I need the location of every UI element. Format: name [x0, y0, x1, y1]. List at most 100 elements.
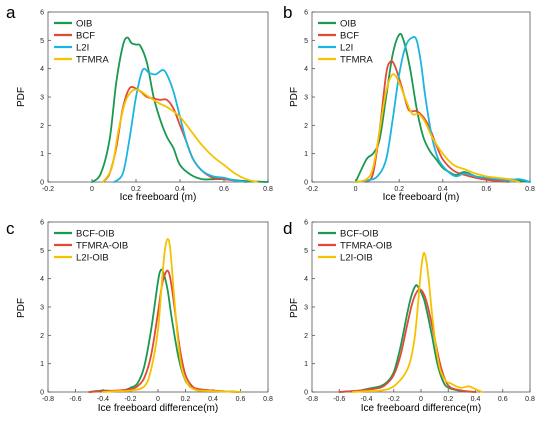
- legend-label: L2I-OIB: [340, 253, 373, 264]
- panel-d-xlabel: Ice freeboard difference(m): [361, 403, 481, 414]
- y-tick-label: 0: [304, 180, 308, 187]
- series-line-tfmra: [354, 73, 520, 183]
- panel-a: a PDF Ice freeboard (m) -0.2 0 0.2 0.4 0.6 0.…: [6, 3, 273, 203]
- y-tick-label: 4: [304, 276, 308, 283]
- y-tick-label: 4: [304, 66, 308, 73]
- series-line-l2i: [354, 35, 531, 183]
- x-tick-label: 0.2: [131, 186, 141, 193]
- x-tick-label: 0.2: [181, 396, 191, 403]
- y-tick-label: 4: [40, 66, 44, 73]
- legend-label: TFMRA: [76, 55, 109, 66]
- series-line-oib: [91, 36, 269, 183]
- series-line-bcf-oib: [338, 284, 477, 393]
- y-tick-label: 5: [304, 248, 308, 255]
- legend-label: L2I-OIB: [76, 253, 109, 264]
- legend-label: TFMRA-OIB: [76, 241, 128, 252]
- panel-c-letter: c: [6, 219, 15, 238]
- x-tick-label: 0.4: [471, 396, 481, 403]
- legend-label: L2I: [340, 43, 353, 54]
- y-tick-label: 4: [40, 276, 44, 283]
- panel-c-ylabel: PDF: [16, 298, 27, 318]
- x-tick-label: 0.4: [175, 186, 185, 193]
- y-tick-label: 0: [40, 390, 44, 397]
- x-tick-label: 0.4: [438, 186, 448, 193]
- x-tick-label: -0.2: [388, 396, 400, 403]
- y-tick-label: 5: [304, 38, 308, 45]
- y-tick-label: 0: [304, 390, 308, 397]
- legend-label: L2I: [76, 43, 89, 54]
- x-tick-label: 0: [156, 396, 160, 403]
- x-tick-label: 0.2: [443, 396, 453, 403]
- panel-b-ylabel: PDF: [289, 87, 300, 107]
- x-tick-label: -0.2: [124, 396, 136, 403]
- legend-label: BCF-OIB: [340, 229, 379, 240]
- panel-d-plot: -0.8 -0.6 -0.4 -0.2 0 0.2 0.4 0.6 0.8 0 1 2 3 4 5 6 BCF-…: [304, 220, 535, 404]
- legend-label: BCF-OIB: [76, 229, 115, 240]
- legend-label: OIB: [76, 19, 92, 30]
- x-tick-label: -0.8: [42, 396, 54, 403]
- series-line-bcf: [365, 60, 510, 183]
- legend-label: BCF: [76, 31, 95, 42]
- x-tick-label: 0: [90, 186, 94, 193]
- series-line-tfmra-oib: [88, 269, 242, 393]
- panel-c: c PDF Ice freeboard difference(m) -0.8 -0…: [6, 219, 273, 414]
- panel-a-xlabel: Ice freeboard (m): [120, 192, 197, 203]
- x-tick-label: -0.6: [333, 396, 345, 403]
- panel-b-xlabel: Ice freeboard (m): [383, 192, 460, 203]
- y-tick-label: 6: [40, 220, 44, 227]
- panel-b: b PDF Ice freeboard (m) -0.2 0 0.2 0.4 0.6 0.…: [283, 3, 535, 203]
- y-tick-label: 1: [40, 151, 44, 158]
- y-tick-label: 2: [40, 333, 44, 340]
- panel-b-letter: b: [283, 3, 292, 22]
- y-tick-label: 6: [40, 10, 44, 17]
- x-tick-label: -0.6: [69, 396, 81, 403]
- series-line-bcf-oib: [88, 268, 242, 393]
- legend-label: TFMRA: [340, 55, 373, 66]
- y-tick-label: 1: [304, 151, 308, 158]
- y-tick-label: 3: [304, 305, 308, 312]
- x-tick-label: 0.2: [394, 186, 404, 193]
- x-tick-label: 0.6: [236, 396, 246, 403]
- y-tick-label: 5: [40, 248, 44, 255]
- y-tick-label: 6: [304, 10, 308, 17]
- x-tick-label: -0.2: [306, 186, 318, 193]
- y-tick-label: 6: [304, 220, 308, 227]
- panel-d: d PDF Ice freeboard difference(m) -0.8 -0…: [283, 219, 535, 414]
- y-tick-label: 2: [304, 123, 308, 130]
- x-tick-label: 0.6: [482, 186, 492, 193]
- y-tick-label: 3: [40, 95, 44, 102]
- legend-label: OIB: [340, 19, 356, 30]
- series-line-l2i: [113, 67, 247, 183]
- x-tick-label: 0: [419, 396, 423, 403]
- x-tick-label: -0.8: [306, 396, 318, 403]
- y-tick-label: 0: [40, 180, 44, 187]
- x-tick-label: -0.4: [97, 396, 109, 403]
- x-tick-label: 0.8: [525, 186, 535, 193]
- y-tick-label: 3: [40, 305, 44, 312]
- y-tick-label: 2: [40, 123, 44, 130]
- y-tick-label: 1: [304, 361, 308, 368]
- y-tick-label: 5: [40, 38, 44, 45]
- y-tick-label: 2: [304, 333, 308, 340]
- panel-d-letter: d: [283, 219, 292, 238]
- x-tick-label: 0.8: [263, 186, 273, 193]
- x-tick-label: 0: [354, 186, 358, 193]
- x-tick-label: 0.8: [263, 396, 273, 403]
- series-line-l2i-oib: [351, 252, 484, 393]
- legend-label: TFMRA-OIB: [340, 241, 392, 252]
- panel-a-ylabel: PDF: [16, 87, 27, 107]
- y-tick-label: 1: [40, 361, 44, 368]
- x-tick-label: 0.6: [219, 186, 229, 193]
- series-line-l2i-oib: [102, 238, 242, 393]
- x-tick-label: 0.6: [498, 396, 508, 403]
- x-tick-label: 0.4: [208, 396, 218, 403]
- x-tick-label: -0.4: [360, 396, 372, 403]
- panel-d-ylabel: PDF: [289, 298, 300, 318]
- y-tick-label: 3: [304, 95, 308, 102]
- series-line-tfmra-oib: [338, 288, 477, 393]
- series-line-tfmra: [102, 88, 258, 183]
- x-tick-label: 0.8: [525, 396, 535, 403]
